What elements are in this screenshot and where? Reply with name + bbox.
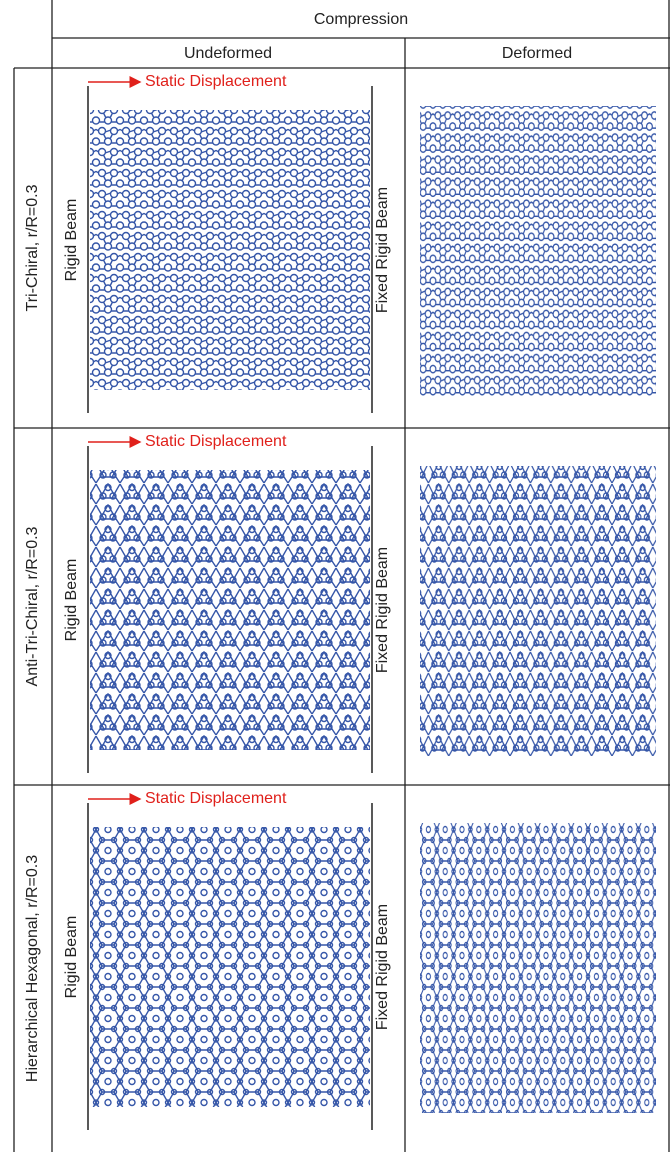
figure: Compression Undeformed Deformed Tri-Chir… bbox=[0, 0, 670, 1152]
lattice-undeformed bbox=[90, 110, 370, 390]
lattice-deformed bbox=[420, 466, 656, 756]
lattice-deformed bbox=[420, 106, 656, 396]
beam-label: Rigid Beam bbox=[63, 199, 80, 282]
lattice-undeformed bbox=[90, 827, 370, 1107]
beam-label: Fixed Rigid Beam bbox=[374, 904, 391, 1030]
displacement-label: Static Displacement bbox=[145, 433, 287, 450]
displacement-label: Static Displacement bbox=[145, 73, 287, 90]
beam-label: Rigid Beam bbox=[63, 916, 80, 999]
beam-label: Fixed Rigid Beam bbox=[374, 547, 391, 673]
row-label: Anti-Tri-Chiral, r/R=0.3 bbox=[24, 526, 41, 686]
column-header: Undeformed bbox=[184, 45, 272, 62]
beam-label: Fixed Rigid Beam bbox=[374, 187, 391, 313]
lattice-deformed bbox=[420, 823, 656, 1113]
row-label: Tri-Chiral, r/R=0.3 bbox=[24, 184, 41, 311]
displacement-label: Static Displacement bbox=[145, 790, 287, 807]
lattice-undeformed bbox=[90, 470, 370, 750]
beam-label: Rigid Beam bbox=[63, 559, 80, 642]
column-header: Deformed bbox=[502, 45, 572, 62]
row-label: Hierarchical Hexagonal, r/R=0.3 bbox=[24, 855, 41, 1082]
header-title: Compression bbox=[314, 11, 408, 28]
